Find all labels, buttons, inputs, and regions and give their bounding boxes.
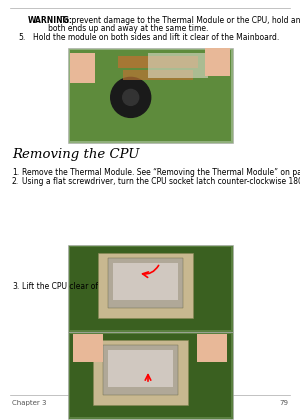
Bar <box>93 340 188 405</box>
Bar <box>70 334 231 417</box>
Bar <box>118 56 198 68</box>
Bar <box>70 50 231 141</box>
Bar <box>205 48 230 76</box>
Bar <box>103 345 178 395</box>
Text: 79: 79 <box>279 400 288 406</box>
Text: Removing the CPU: Removing the CPU <box>12 148 140 161</box>
Bar <box>113 263 178 300</box>
Circle shape <box>123 89 139 105</box>
Bar <box>108 258 183 308</box>
Text: 1.: 1. <box>12 168 19 177</box>
Bar <box>197 334 227 362</box>
Text: Remove the Thermal Module. See “Removing the Thermal Module” on page 78.: Remove the Thermal Module. See “Removing… <box>22 168 300 177</box>
Text: Chapter 3: Chapter 3 <box>12 400 46 406</box>
Bar <box>73 334 103 362</box>
Text: WARNING:: WARNING: <box>28 16 73 25</box>
Text: Lift the CPU clear of the Mainboard.: Lift the CPU clear of the Mainboard. <box>22 282 159 291</box>
Text: To prevent damage to the Thermal Module or the CPU, hold and lift the Thermal Mo: To prevent damage to the Thermal Module … <box>61 16 300 25</box>
Bar <box>108 350 173 387</box>
Text: 3.: 3. <box>12 282 19 291</box>
Text: Hold the module on both sides and lift it clear of the Mainboard.: Hold the module on both sides and lift i… <box>33 33 279 42</box>
Bar <box>68 332 233 419</box>
Bar <box>68 48 233 143</box>
Bar <box>70 53 95 83</box>
Text: 2.: 2. <box>12 177 19 186</box>
Text: both ends up and away at the same time.: both ends up and away at the same time. <box>48 24 208 33</box>
Bar <box>123 70 193 80</box>
Bar <box>148 53 208 78</box>
Text: Using a flat screwdriver, turn the CPU socket latch counter-clockwise 180° to re: Using a flat screwdriver, turn the CPU s… <box>22 177 300 186</box>
Circle shape <box>111 77 151 118</box>
Text: 5.: 5. <box>18 33 25 42</box>
Bar <box>68 245 233 332</box>
Bar <box>70 247 231 330</box>
Bar <box>98 253 193 318</box>
